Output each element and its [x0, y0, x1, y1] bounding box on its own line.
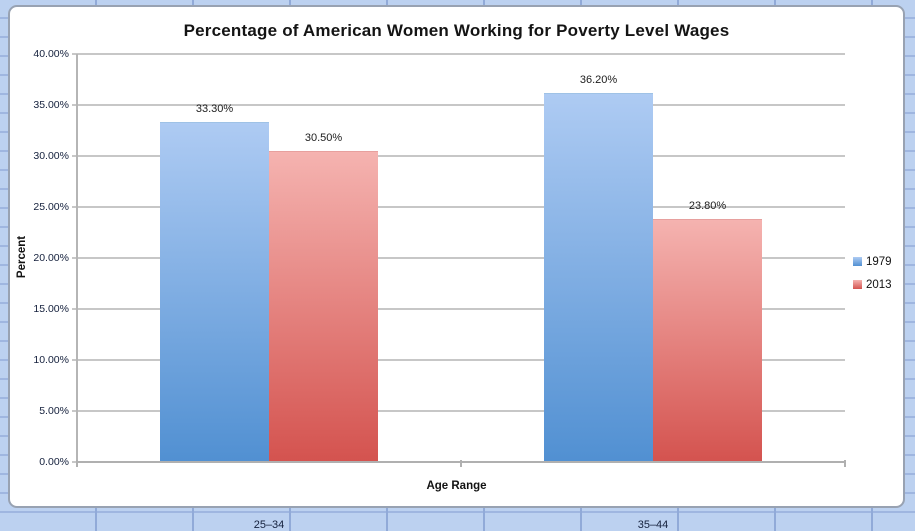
x-axis-tick	[460, 460, 462, 467]
data-label-2013-35–44: 23.80%	[688, 200, 727, 213]
legend-swatch-2013-icon	[853, 280, 862, 289]
bar-1979-25–34	[160, 122, 269, 461]
gridline	[72, 53, 845, 55]
gridline	[72, 155, 845, 157]
legend-label-1979: 1979	[866, 255, 892, 268]
legend-swatch-1979-icon	[853, 257, 862, 266]
chart-frame: Percentage of American Women Working for…	[8, 5, 905, 531]
y-axis-line	[76, 54, 78, 462]
x-category-label: 35–44	[637, 519, 669, 531]
gridline	[72, 308, 845, 310]
x-category-label: 25–34	[253, 519, 285, 531]
chart-title: Percentage of American Women Working for…	[183, 21, 730, 40]
x-axis-tick	[76, 460, 78, 467]
legend-item-1979: 1979	[853, 250, 892, 273]
y-tick-label: 20.00%	[33, 252, 69, 264]
gridline	[72, 410, 845, 412]
data-label-1979-25–34: 33.30%	[195, 103, 234, 116]
gridline	[72, 359, 845, 361]
legend-label-2013: 2013	[866, 278, 892, 291]
data-label-2013-25–34: 30.50%	[304, 131, 343, 144]
y-tick-label: 35.00%	[33, 99, 69, 111]
y-tick-label: 25.00%	[33, 201, 69, 213]
x-axis-title: Age Range	[426, 480, 487, 492]
y-tick-label: 0.00%	[39, 456, 69, 468]
bar-2013-25–34	[269, 150, 378, 461]
y-tick-label: 30.00%	[33, 150, 69, 162]
legend: 1979 2013	[853, 250, 892, 296]
x-axis-tick	[844, 460, 846, 467]
bar-2013-35–44	[653, 219, 762, 461]
y-tick-label: 5.00%	[39, 405, 69, 417]
gridline	[72, 206, 845, 208]
y-tick-label: 40.00%	[33, 48, 69, 60]
legend-item-2013: 2013	[853, 273, 892, 296]
plot-area: 0.00% 5.00% 10.00% 15.00% 20.00% 25.00% 30.00%…	[33, 48, 846, 531]
y-axis-tick	[72, 461, 78, 463]
bar-1979-35–44	[544, 92, 653, 461]
gridline	[72, 104, 845, 106]
gridline	[72, 257, 845, 259]
y-tick-label: 10.00%	[33, 354, 69, 366]
y-tick-label: 15.00%	[33, 303, 69, 315]
data-label-1979-35–44: 36.20%	[579, 73, 618, 86]
